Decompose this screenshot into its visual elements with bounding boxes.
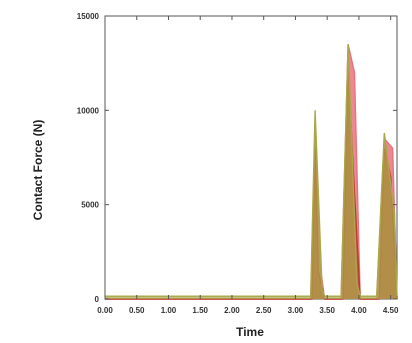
y-axis-title: Contact Force (N) <box>31 120 45 221</box>
y-tick-label: 5000 <box>81 201 99 210</box>
series-layer <box>105 44 398 300</box>
x-tick-label: 4.50 <box>383 306 399 315</box>
ticks-layer: 0.00 0.50 1.00 1.50 2.00 2.50 3.00 3.50 4.00 4.50… <box>77 12 399 315</box>
y-tick-label: 10000 <box>77 106 100 115</box>
x-tick-label: 2.50 <box>256 306 272 315</box>
x-axis-title: Time <box>236 325 264 339</box>
x-tick-label: 2.00 <box>224 306 240 315</box>
x-tick-label: 0.00 <box>97 306 113 315</box>
x-tick-label: 1.00 <box>161 306 177 315</box>
series-2-line <box>105 44 398 297</box>
y-tick-label: 0 <box>95 295 100 304</box>
x-tick-label: 3.50 <box>319 306 335 315</box>
x-tick-label: 1.50 <box>192 306 208 315</box>
x-tick-label: 3.00 <box>288 306 304 315</box>
x-tick-label: 0.50 <box>129 306 145 315</box>
y-tick-label: 15000 <box>77 12 100 21</box>
x-tick-label: 4.00 <box>351 306 367 315</box>
